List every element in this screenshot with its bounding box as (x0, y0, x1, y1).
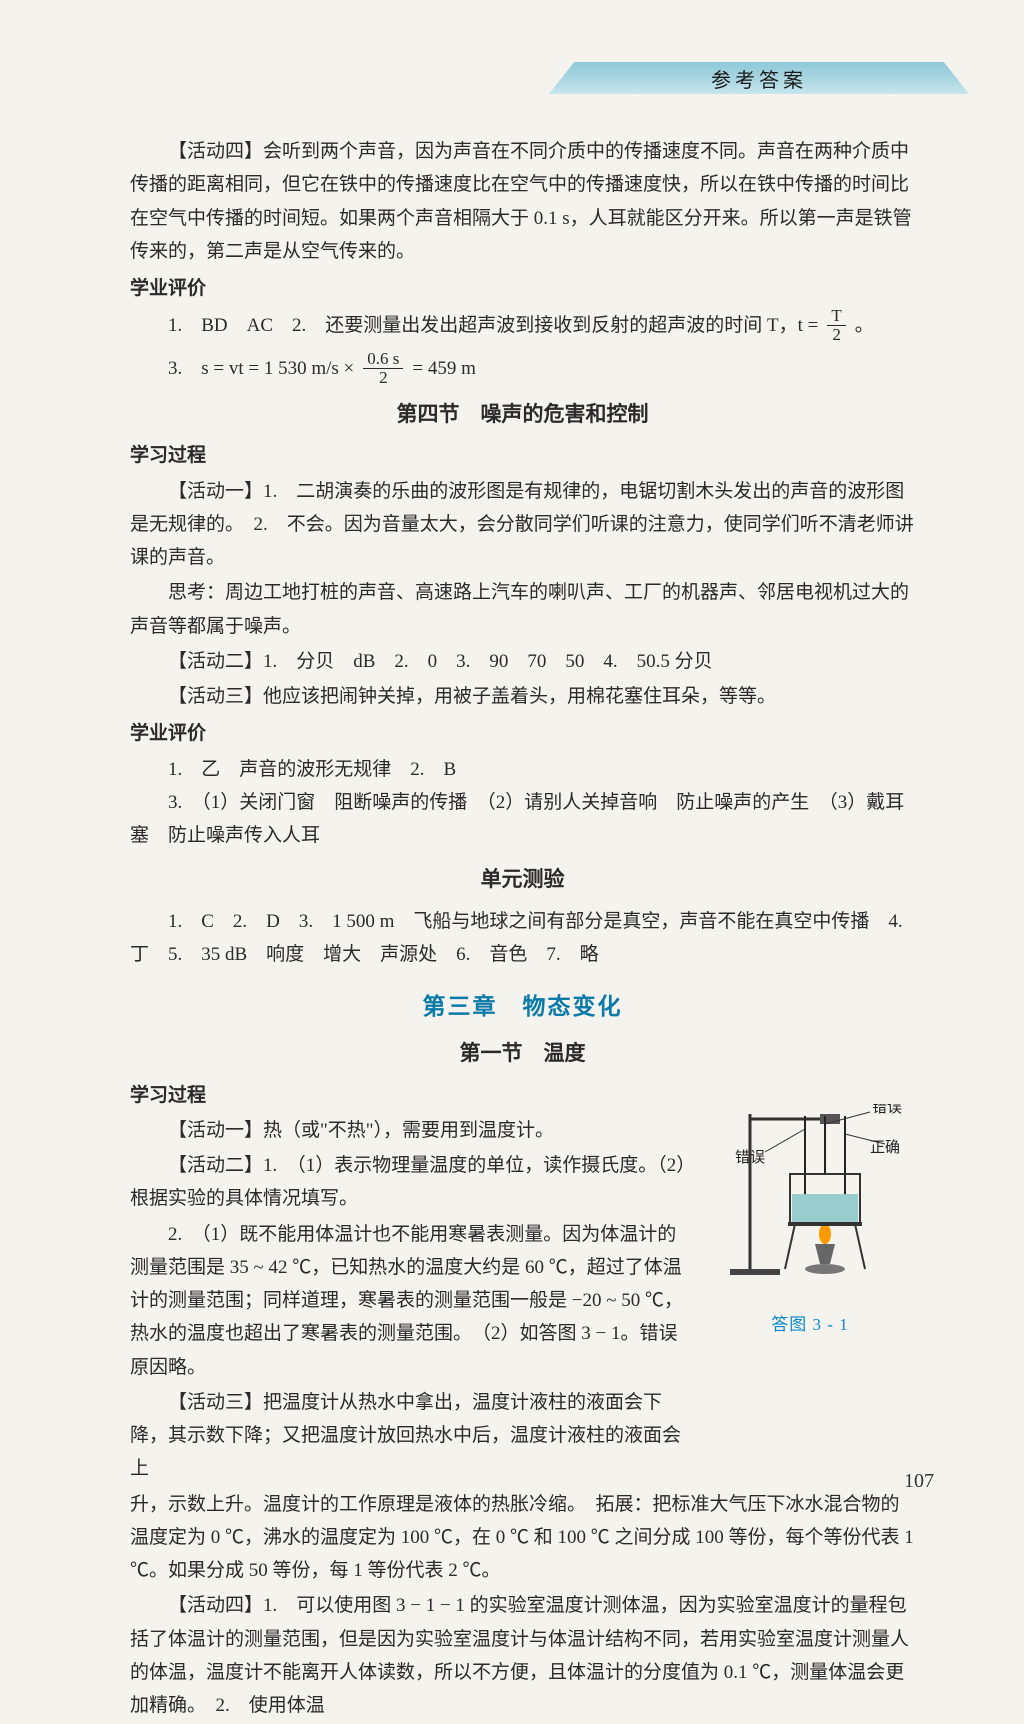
s4-activity3: 【活动三】他应该把闹钟关掉，用被子盖着头，用棉花塞住耳朵，等等。 (130, 680, 915, 713)
c3-activity2b: 2. （1）既不能用体温计也不能用寒暑表测量。因为体温计的测量范围是 35 ~ … (130, 1218, 687, 1384)
section31-title: 第一节 温度 (130, 1036, 915, 1073)
page-number: 107 (904, 1470, 934, 1493)
header-tab-text: 参考答案 (711, 64, 807, 93)
heading-process-1: 学习过程 (130, 439, 915, 472)
label-correct: 正确 (870, 1139, 900, 1156)
c3-activity3b: 升，示数上升。温度计的工作原理是液体的热胀冷缩。 拓展：把标准大气压下冰水混合物… (130, 1488, 915, 1588)
s4-think: 思考：周边工地打桩的声音、高速路上汽车的喇叭声、工厂的机器声、邻居电视机过大的声… (130, 576, 915, 643)
chapter3-title: 第三章 物态变化 (130, 986, 915, 1026)
s4-eval-line2: 3. （1）关闭门窗 阻断噪声的传播 （2）请别人关掉音响 防止噪声的产生 （3… (130, 786, 915, 853)
eval1-line2: 3. s = vt = 1 530 m/s × 0.6 s 2 = 459 m (168, 350, 915, 387)
eval1-line2-post: = 459 m (412, 352, 476, 385)
eval1-line1-post: 。 (855, 309, 874, 342)
c3-activity1: 【活动一】热（或"不热"），需要用到温度计。 (130, 1114, 687, 1147)
fraction-t-over-2: T 2 (827, 307, 845, 344)
eval1-line2-pre: 3. s = vt = 1 530 m/s × (168, 352, 354, 385)
frac-num-2: 0.6 s (363, 350, 403, 369)
s4-eval-line1: 1. 乙 声音的波形无规律 2. B (168, 753, 915, 786)
c3-activity4: 【活动四】1. 可以使用图 3 − 1 − 1 的实验室温度计测体温，因为实验室… (130, 1589, 915, 1722)
unit-test-line1: 1. C 2. D 3. 1 500 m 飞船与地球之间有部分是真空，声音不能在… (130, 905, 915, 972)
c3-activity2a: 【活动二】1. （1）表示物理量温度的单位，读作摄氏度。（2）根据实验的具体情况… (130, 1149, 687, 1216)
text-with-figure: 【活动一】热（或"不热"），需要用到温度计。 【活动二】1. （1）表示物理量温… (130, 1114, 915, 1488)
c3-activity3a: 【活动三】把温度计从热水中拿出，温度计液柱的液面会下降，其示数下降；又把温度计放… (130, 1386, 687, 1486)
text-column: 【活动一】热（或"不热"），需要用到温度计。 【活动二】1. （1）表示物理量温… (130, 1114, 687, 1488)
header-tab: 参考答案 (549, 62, 969, 94)
heading-academic-eval-2: 学业评价 (130, 717, 915, 750)
figure-3-1: 错误 错误 正确 答图 3 - 1 (705, 1104, 915, 1340)
eval1-line1: 1. BD AC 2. 还要测量出发出超声波到接收到反射的超声波的时间 T，t … (168, 307, 915, 344)
figure-caption: 答图 3 - 1 (771, 1310, 848, 1340)
fraction-0-6s-over-2: 0.6 s 2 (363, 350, 403, 387)
label-wrong-1: 错误 (735, 1149, 765, 1166)
heading-academic-eval-1: 学业评价 (130, 272, 915, 305)
frac-num: T (827, 307, 845, 326)
label-wrong-2: 错误 (872, 1104, 902, 1116)
unit-test-title: 单元测验 (130, 862, 915, 899)
section4-title: 第四节 噪声的危害和控制 (130, 397, 915, 434)
s4-activity2: 【活动二】1. 分贝 dB 2. 0 3. 90 70 50 4. 50.5 分… (130, 645, 915, 678)
s4-activity1: 【活动一】1. 二胡演奏的乐曲的波形图是有规律的，电锯切割木头发出的声音的波形图… (130, 475, 915, 575)
page-content: 【活动四】会听到两个声音，因为声音在不同介质中的传播速度不同。声音在两种介质中传… (130, 135, 915, 1724)
frac-den-2: 2 (375, 369, 392, 387)
frac-den: 2 (828, 326, 845, 344)
eval1-line1-pre: 1. BD AC 2. 还要测量出发出超声波到接收到反射的超声波的时间 T，t … (168, 309, 818, 342)
activity4-intro: 【活动四】会听到两个声音，因为声音在不同介质中的传播速度不同。声音在两种介质中传… (130, 135, 915, 268)
thermometer-diagram-icon: 错误 错误 正确 (710, 1104, 910, 1304)
